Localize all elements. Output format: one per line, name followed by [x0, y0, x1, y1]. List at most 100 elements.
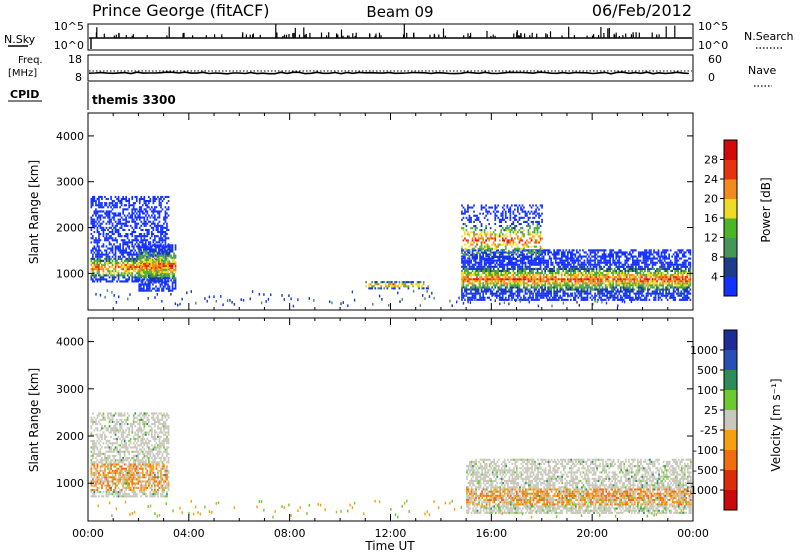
data-cell: [479, 247, 481, 250]
data-cell: [689, 267, 692, 270]
data-cell: [548, 251, 551, 254]
data-cell: [674, 290, 676, 293]
data-cell: [517, 220, 519, 223]
data-cell: [491, 276, 493, 279]
data-cell: [165, 287, 168, 290]
data-cell: [642, 284, 645, 287]
data-cell: [622, 284, 625, 287]
data-cell: [622, 272, 625, 275]
data-cell: [577, 276, 580, 279]
data-cell: [122, 251, 124, 254]
data-cell: [486, 274, 489, 277]
data-cell: [553, 276, 555, 279]
data-cell: [470, 274, 472, 277]
data-cell: [166, 264, 168, 267]
data-cell: [144, 258, 147, 261]
data-cell: [474, 258, 477, 261]
data-cell: [508, 263, 510, 266]
data-cell: [138, 202, 141, 205]
data-cell: [601, 253, 604, 256]
data-cell: [574, 274, 577, 277]
data-cell: [98, 210, 100, 213]
data-cell: [530, 267, 533, 270]
data-cell: [523, 278, 525, 281]
data-cell: [683, 286, 686, 289]
data-cell: [544, 265, 546, 268]
data-cell: [633, 267, 636, 270]
data-cell: [102, 226, 105, 229]
data-cell: [150, 281, 153, 284]
data-cell: [146, 289, 148, 292]
data-cell: [95, 204, 97, 207]
data-cell: [143, 208, 146, 211]
data-cell: [616, 284, 619, 287]
data-cell: [576, 282, 578, 285]
data-cell: [160, 224, 162, 227]
data-cell: [571, 265, 574, 268]
data-cell: [492, 267, 495, 270]
data-cell: [527, 280, 530, 283]
data-cell: [144, 269, 147, 272]
data-cell: [148, 274, 150, 277]
data-cell: [173, 252, 175, 255]
data-cell: [113, 239, 115, 242]
data-cell: [485, 267, 487, 270]
data-cell: [621, 272, 624, 275]
data-cell: [164, 264, 166, 267]
data-cell: [154, 210, 156, 213]
data-cell: [134, 243, 137, 246]
data-cell: [159, 248, 162, 251]
data-cell: [171, 283, 174, 286]
data-cell: [104, 264, 106, 267]
data-cell: [102, 233, 105, 236]
data-cell: [589, 274, 592, 277]
data-cell: [604, 286, 607, 289]
data-cell: [134, 222, 137, 225]
data-cell: [592, 259, 595, 262]
data-cell: [639, 282, 642, 285]
data-cell: [468, 263, 471, 266]
data-cell: [152, 244, 154, 247]
data-cell: [580, 296, 583, 299]
data-cell: [618, 263, 621, 266]
data-cell: [476, 241, 478, 244]
data-cell: [669, 294, 672, 297]
data-cell: [573, 259, 575, 262]
data-cell: [550, 257, 552, 260]
data-cell: [571, 253, 574, 256]
data-cell: [461, 296, 463, 299]
data-cell: [104, 239, 106, 242]
data-cell: [98, 274, 100, 277]
data-cell: [480, 282, 483, 285]
data-cell: [683, 296, 686, 299]
data-cell: [485, 278, 487, 281]
data-cell: [504, 243, 507, 246]
data-cell: [542, 267, 545, 270]
data-cell: [155, 226, 158, 229]
data-cell: [677, 290, 680, 293]
data-cell: [161, 256, 163, 259]
data-cell: [660, 284, 663, 287]
data-cell: [553, 265, 555, 268]
data-cell: [518, 276, 521, 279]
data-cell: [592, 269, 595, 272]
data-cell: [586, 296, 589, 299]
data-cell: [651, 265, 654, 268]
data-cell: [577, 257, 580, 260]
data-cell: [164, 214, 167, 217]
data-cell: [629, 253, 631, 256]
data-cell: [589, 272, 592, 275]
data-cell: [625, 276, 628, 279]
data-cell: [684, 280, 687, 283]
data-cell: [474, 290, 477, 293]
data-cell: [117, 249, 120, 252]
data-cell: [538, 274, 540, 277]
data-cell: [126, 280, 129, 283]
data-cell: [630, 280, 633, 283]
data-cell: [168, 277, 171, 280]
data-cell: [473, 255, 475, 258]
data-cell: [683, 251, 686, 254]
data-cell: [114, 245, 117, 248]
data-cell: [464, 210, 466, 213]
beam-label: Beam 09: [366, 3, 433, 21]
